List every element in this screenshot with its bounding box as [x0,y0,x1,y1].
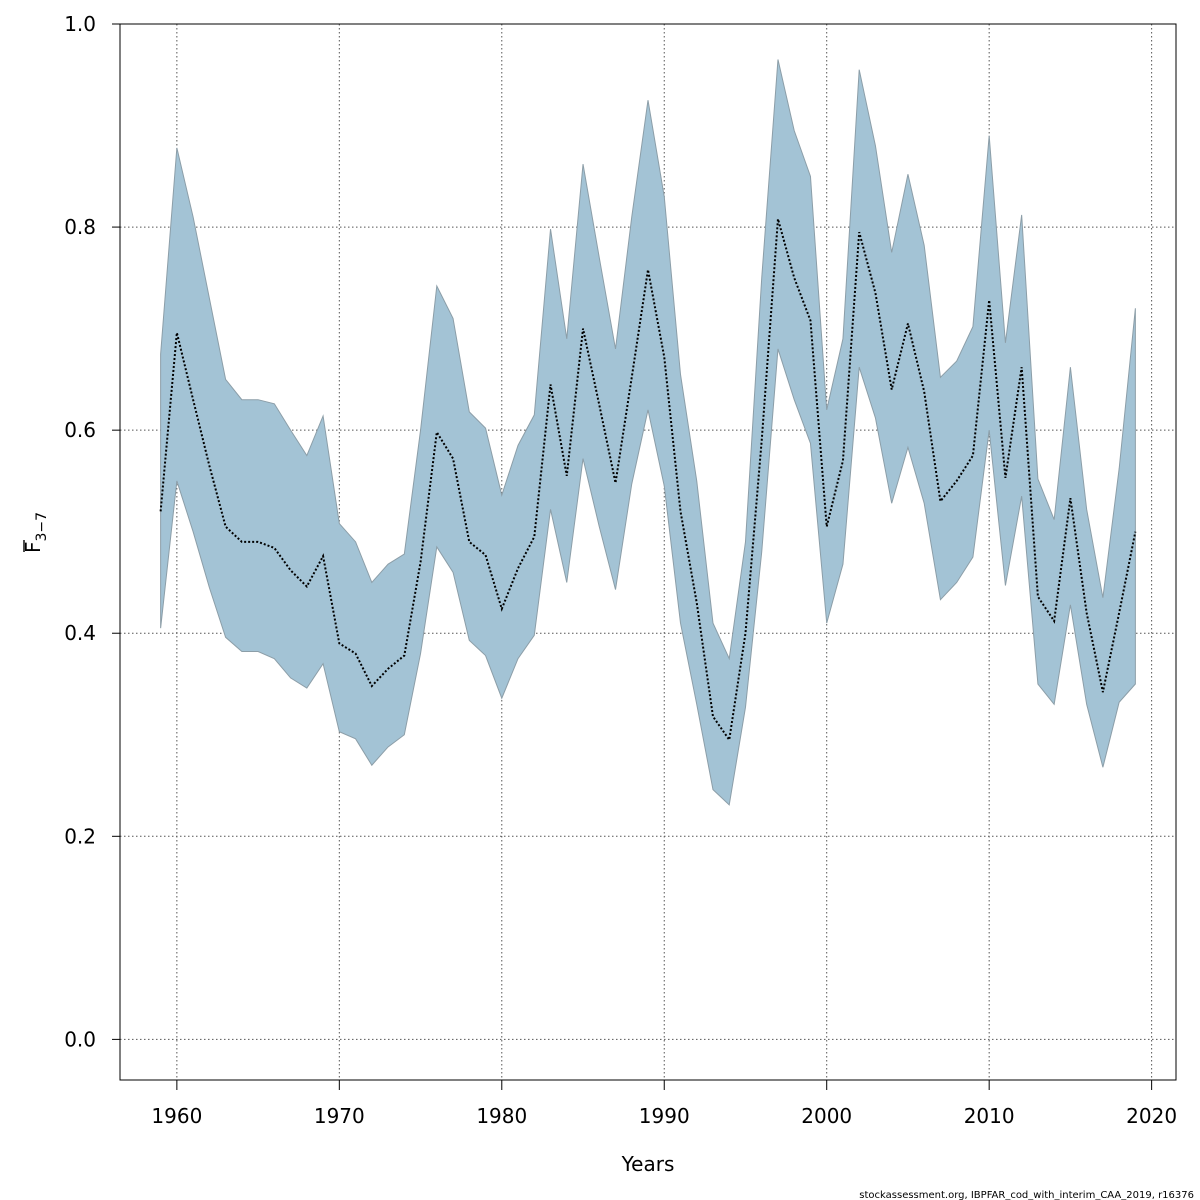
plot-frame [119,23,1177,1081]
x-tick-label: 2020 [1126,1104,1177,1128]
confidence-band [160,59,1136,806]
y-tick-label: 0.4 [64,621,96,645]
y-tick-label: 0.8 [64,215,96,239]
x-tick-label: 1990 [639,1104,690,1128]
estimate-line [159,218,1137,743]
y-tick-label: 1.0 [64,12,96,36]
y-axis-title: F3−7 [21,512,50,553]
y-tick-label: 0.6 [64,418,96,442]
x-tick-label: 1980 [476,1104,527,1128]
x-tick-label: 2010 [964,1104,1015,1128]
footer-credit: stockassessment.org, IBPFAR_cod_with_int… [859,1190,1194,1200]
axes: 1960 1970 1980 1990 2000 2010 2020 0.0 0.2 0.4 0.6… [64,12,1177,1128]
svg-text:F3−7: F3−7 [21,512,50,553]
x-tick-label: 2000 [801,1104,852,1128]
y-axis-title-main: F [21,541,45,553]
x-tick-label: 1970 [314,1104,365,1128]
y-axis-title-sub: 3−7 [34,512,50,542]
y-tick-label: 0.2 [64,824,96,848]
x-tick-label: 1960 [151,1104,202,1128]
x-axis-title: Years [621,1152,675,1176]
y-tick-label: 0.0 [64,1027,96,1051]
